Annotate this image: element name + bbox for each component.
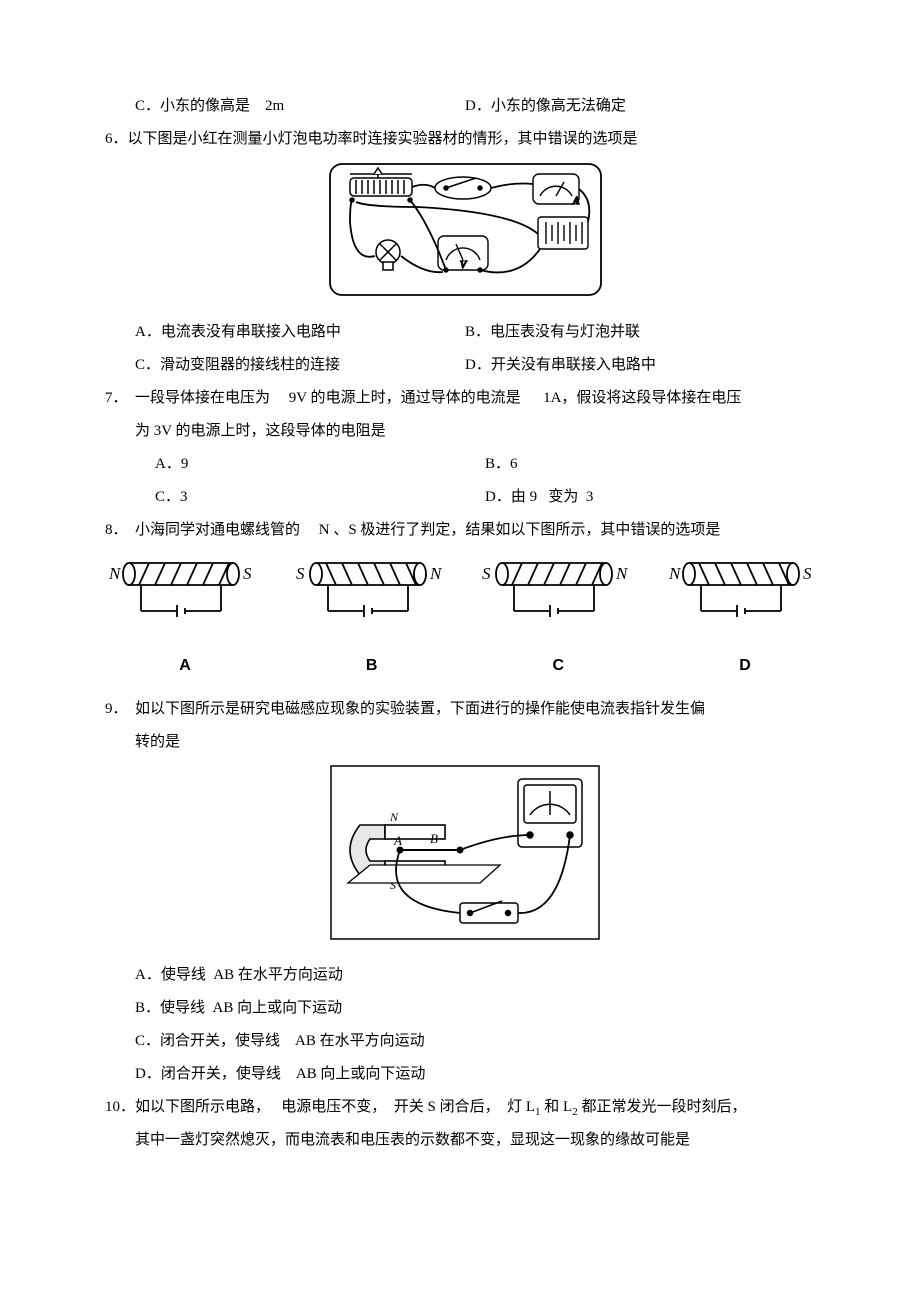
svg-text:A: A (393, 833, 402, 848)
svg-text:N: N (668, 564, 682, 583)
svg-text:N: N (429, 564, 443, 583)
q8-num: 8． (105, 514, 135, 547)
solenoid-label: D (660, 648, 830, 683)
q10-l1a: 如以下图所示电路， 电源电压不变， 开关 S 闭合后， 灯 L (135, 1099, 535, 1115)
q7-l2: 为 3V 的电源上时，这段导体的电阻是 (135, 415, 850, 448)
q10-stem-l1: 10． 如以下图所示电路， 电源电压不变， 开关 S 闭合后， 灯 L1 和 L… (105, 1091, 850, 1124)
q9-opt-d: D．闭合开关，使导线 AB 向上或向下运动 (135, 1058, 850, 1091)
q7-opt-c: C．3 (155, 481, 485, 514)
q7-options-cd: C．3 D．由 9 变为 3 (155, 481, 850, 514)
svg-text:N: N (389, 810, 399, 824)
solenoid-A: N S A (100, 555, 270, 683)
q6-opt-a: A．电流表没有串联接入电路中 (135, 316, 465, 349)
svg-text:S: S (296, 564, 305, 583)
q5-options-cd: C．小东的像高是 2m D．小东的像高无法确定 (135, 90, 850, 123)
q9-l1: 如以下图所示是研究电磁感应现象的实验装置，下面进行的操作能使电流表指针发生偏 (135, 693, 850, 726)
q6-options-ab: A．电流表没有串联接入电路中 B．电压表没有与灯泡并联 (135, 316, 850, 349)
q9-em-svg: N S B A (330, 765, 600, 940)
q8-text: 小海同学对通电螺线管的 N 、S 极进行了判定，结果如以下图所示，其中错误的选项… (135, 514, 850, 547)
q7-opt-a: A．9 (155, 448, 485, 481)
q6-opt-d: D．开关没有串联接入电路中 (465, 349, 795, 382)
svg-text:B: B (430, 831, 438, 846)
q5-opt-d: D．小东的像高无法确定 (465, 90, 795, 123)
q7-opt-d: D．由 9 变为 3 (485, 481, 815, 514)
q9-opt-b: B．使导线 AB 向上或向下运动 (135, 992, 850, 1025)
q5-opt-c: C．小东的像高是 2m (135, 90, 465, 123)
q10-l1: 如以下图所示电路， 电源电压不变， 开关 S 闭合后， 灯 L1 和 L2 都正… (135, 1091, 850, 1124)
q9-figure: N S B A (80, 765, 850, 953)
q6-circuit-svg: A V (328, 162, 603, 297)
solenoid-label: C (473, 648, 643, 683)
q9-opt-a: A．使导线 AB 在水平方向运动 (135, 959, 850, 992)
q6-figure: A V (80, 162, 850, 310)
q7-options-ab: A．9 B．6 (155, 448, 850, 481)
q9-stem-l1: 9． 如以下图所示是研究电磁感应现象的实验装置，下面进行的操作能使电流表指针发生… (105, 693, 850, 726)
q6-options-cd: C．滑动变阻器的接线柱的连接 D．开关没有串联接入电路中 (135, 349, 850, 382)
q9-opt-c: C．闭合开关，使导线 AB 在水平方向运动 (135, 1025, 850, 1058)
q10-l1c: 都正常发光一段时刻后， (578, 1099, 747, 1115)
solenoid-D: N S D (660, 555, 830, 683)
svg-text:A: A (572, 196, 580, 207)
q10-num: 10． (105, 1091, 135, 1124)
q8-stem: 8． 小海同学对通电螺线管的 N 、S 极进行了判定，结果如以下图所示，其中错误… (105, 514, 850, 547)
q7-num: 7． (105, 382, 135, 415)
q10-l2: 其中一盏灯突然熄灭，而电流表和电压表的示数都不变，显现这一现象的缘故可能是 (135, 1124, 850, 1157)
q7-l1: 一段导体接在电压为 9V 的电源上时，通过导体的电流是 1A，假设将这段导体接在… (135, 382, 850, 415)
svg-text:S: S (482, 564, 491, 583)
solenoid-C: S N C (473, 555, 643, 683)
solenoid-B: S N B (287, 555, 457, 683)
q9-l2: 转的是 (135, 726, 850, 759)
q8-figure-row: N S A S N B (100, 555, 830, 683)
q6-stem: 6．以下图是小红在测量小灯泡电功率时连接实验器材的情形，其中错误的选项是 (105, 123, 850, 156)
svg-text:N: N (615, 564, 629, 583)
svg-text:S: S (243, 564, 252, 583)
q6-opt-b: B．电压表没有与灯泡并联 (465, 316, 795, 349)
svg-text:S: S (803, 564, 812, 583)
solenoid-label: A (100, 648, 270, 683)
q10-l1b: 和 L (541, 1099, 573, 1115)
q6-text: 6．以下图是小红在测量小灯泡电功率时连接实验器材的情形，其中错误的选项是 (105, 123, 638, 156)
solenoid-label: B (287, 648, 457, 683)
svg-text:N: N (108, 564, 122, 583)
q7-stem-l1: 7． 一段导体接在电压为 9V 的电源上时，通过导体的电流是 1A，假设将这段导… (105, 382, 850, 415)
q7-opt-b: B．6 (485, 448, 815, 481)
q9-num: 9． (105, 693, 135, 726)
q6-opt-c: C．滑动变阻器的接线柱的连接 (135, 349, 465, 382)
